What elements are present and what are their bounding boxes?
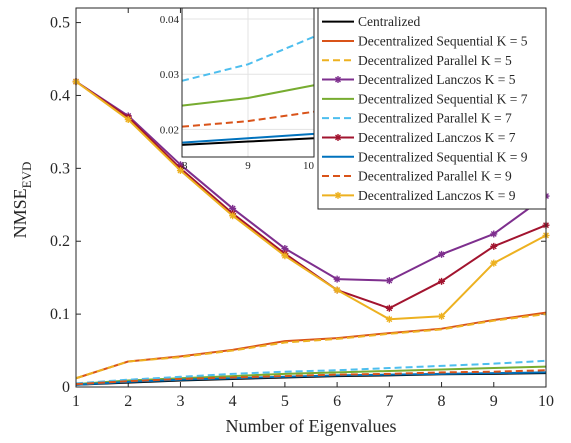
y-tick-label: 0.1 <box>50 306 70 323</box>
x-tick-label: 8 <box>438 393 446 410</box>
data-point-marker <box>438 250 446 258</box>
legend-entry-label: Centralized <box>358 14 420 29</box>
legend-swatch-marker <box>334 191 342 199</box>
inset-y-tick-label: 0.02 <box>160 124 179 136</box>
inset-series-line <box>181 84 315 107</box>
legend-entry-label: Decentralized Lanczos K = 9 <box>358 188 516 203</box>
data-point-marker <box>281 252 289 260</box>
inset-x-tick-label: 8 <box>182 160 188 172</box>
x-tick-label: 1 <box>72 393 80 410</box>
data-point-marker <box>385 315 393 323</box>
legend-swatch-marker <box>334 133 342 141</box>
x-tick-label: 9 <box>490 393 498 410</box>
data-point-marker <box>124 116 132 124</box>
inset-y-tick-label: 0.03 <box>160 69 180 81</box>
data-point-marker <box>281 245 289 253</box>
x-axis-label: Number of Eigenvalues <box>226 416 397 436</box>
data-point-marker <box>490 242 498 250</box>
legend-box <box>317 7 547 210</box>
x-tick-label: 2 <box>124 393 132 410</box>
data-point-marker <box>229 204 237 212</box>
y-tick-label: 0.5 <box>50 15 70 32</box>
x-tick-label: 6 <box>333 393 341 410</box>
legend-entry-label: Decentralized Sequential K = 7 <box>358 91 528 106</box>
legend-swatch-marker <box>334 76 342 84</box>
x-tick-label: 7 <box>385 393 393 410</box>
data-point-marker <box>176 161 184 169</box>
legend-entry-label: Decentralized Lanczos K = 5 <box>358 72 516 87</box>
legend-entry-label: Decentralized Sequential K = 9 <box>358 149 528 164</box>
y-tick-label: 0.4 <box>50 87 70 104</box>
x-tick-label: 10 <box>538 393 554 410</box>
legend-entry-label: Decentralized Parallel K = 7 <box>358 111 512 126</box>
inset-plot-area: 8 9 10 0.02 0.03 0.04 <box>160 7 315 172</box>
y-axis-label-main: NMSE <box>10 188 30 238</box>
series-line <box>75 80 547 321</box>
x-tick-label: 4 <box>229 393 237 410</box>
legend-entry-label: Decentralized Parallel K = 5 <box>358 53 512 68</box>
inset-frame <box>181 7 315 158</box>
inset-series-line <box>181 132 315 144</box>
data-point-marker <box>438 312 446 320</box>
series-line <box>75 369 547 386</box>
data-point-marker <box>438 277 446 285</box>
inset-series-line <box>181 137 315 146</box>
data-point-marker <box>385 304 393 312</box>
y-axis-label: NMSEEVD <box>10 162 34 239</box>
inset-y-tick-label: 0.04 <box>160 14 180 26</box>
inset-series-line <box>181 35 315 82</box>
y-tick-label: 0 <box>62 379 70 396</box>
y-tick-label: 0.3 <box>50 160 70 177</box>
data-point-marker <box>490 259 498 267</box>
inset-x-tick-label: 9 <box>245 160 251 172</box>
data-point-marker <box>385 277 393 285</box>
x-tick-label: 3 <box>176 393 184 410</box>
data-point-marker <box>333 286 341 294</box>
series-line <box>75 80 547 282</box>
y-axis-label-subscript: EVD <box>19 162 34 189</box>
legend-entry-label: Decentralized Sequential K = 5 <box>358 33 528 48</box>
legend-entry-label: Decentralized Parallel K = 9 <box>358 169 512 184</box>
series-line <box>75 313 547 380</box>
legend: Centralized Decentralized Sequential K = … <box>317 7 547 210</box>
inset-x-tick-label: 10 <box>303 160 315 172</box>
x-tick-label: 5 <box>281 393 289 410</box>
series-line <box>75 359 547 385</box>
data-point-marker <box>333 275 341 283</box>
legend-entry-label: Decentralized Lanczos K = 7 <box>358 130 516 145</box>
data-point-marker <box>490 230 498 238</box>
data-point-marker <box>229 212 237 220</box>
data-point-marker <box>176 167 184 175</box>
inset-series-line <box>181 110 315 128</box>
y-tick-label: 0.2 <box>50 233 70 250</box>
